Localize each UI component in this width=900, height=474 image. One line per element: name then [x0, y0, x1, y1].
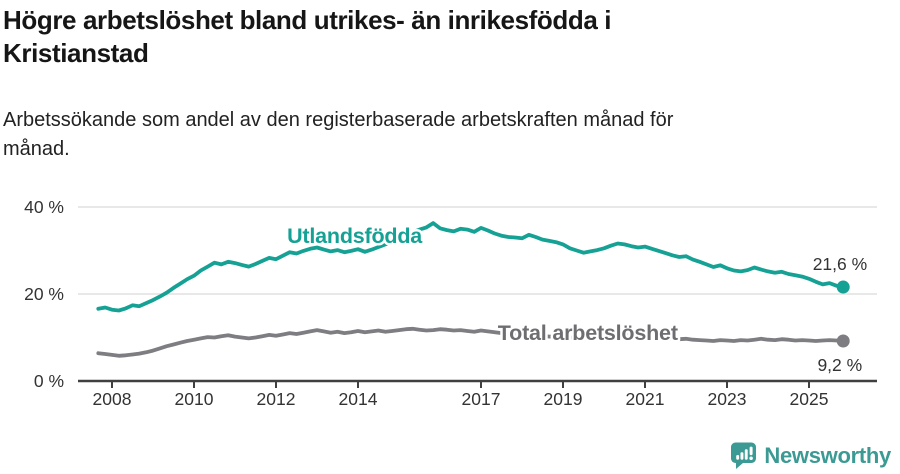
series-end-dot-1	[836, 280, 850, 294]
end-value-label-1: 21,6 %	[813, 254, 867, 274]
x-tick-label-2014: 2014	[339, 389, 378, 409]
chart-subtitle: Arbetssökande som andel av den registerb…	[3, 106, 843, 164]
brand-wordmark: Newsworthy	[764, 442, 891, 468]
brand-footer: Newsworthy	[730, 442, 891, 469]
x-tick-label-2010: 2010	[175, 389, 214, 409]
series-end-dot-2	[836, 334, 850, 348]
series-line-2	[96, 326, 846, 358]
x-tick-label-2025: 2025	[790, 389, 829, 409]
x-tick-label-2017: 2017	[462, 389, 501, 409]
chart-title-line-1: Högre arbetslöshet bland utrikes- än inr…	[3, 5, 612, 35]
chart-subtitle-line-1: Arbetssökande som andel av den registerb…	[3, 109, 674, 131]
y-tick-label-40: 40 %	[24, 197, 64, 217]
x-tick-label-2012: 2012	[257, 389, 296, 409]
series-label-2: Total arbetslöshet	[498, 321, 678, 345]
chart-title: Högre arbetslöshet bland utrikes- än inr…	[3, 4, 783, 70]
y-tick-label-20: 20 %	[24, 284, 64, 304]
logo-bar-3	[745, 449, 749, 460]
chart-title-line-2: Kristianstad	[3, 38, 149, 68]
x-tick-label-2021: 2021	[626, 389, 665, 409]
newsworthy-logo-icon	[731, 442, 757, 469]
logo-bar-2	[740, 452, 744, 460]
logo-exclamation-dot	[749, 456, 754, 460]
series-line-1	[96, 221, 846, 313]
logo-exclamation-bar	[750, 446, 754, 456]
x-tick-label-2019: 2019	[544, 389, 583, 409]
series-label-1: Utlandsfödda	[287, 224, 423, 248]
chart-subtitle-line-2: månad.	[3, 138, 70, 160]
logo-bar-1	[736, 455, 740, 460]
x-tick-label-2008: 2008	[93, 389, 132, 409]
y-tick-label-0: 0 %	[34, 371, 64, 391]
x-tick-label-2023: 2023	[708, 389, 747, 409]
end-value-label-2: 9,2 %	[817, 355, 862, 375]
